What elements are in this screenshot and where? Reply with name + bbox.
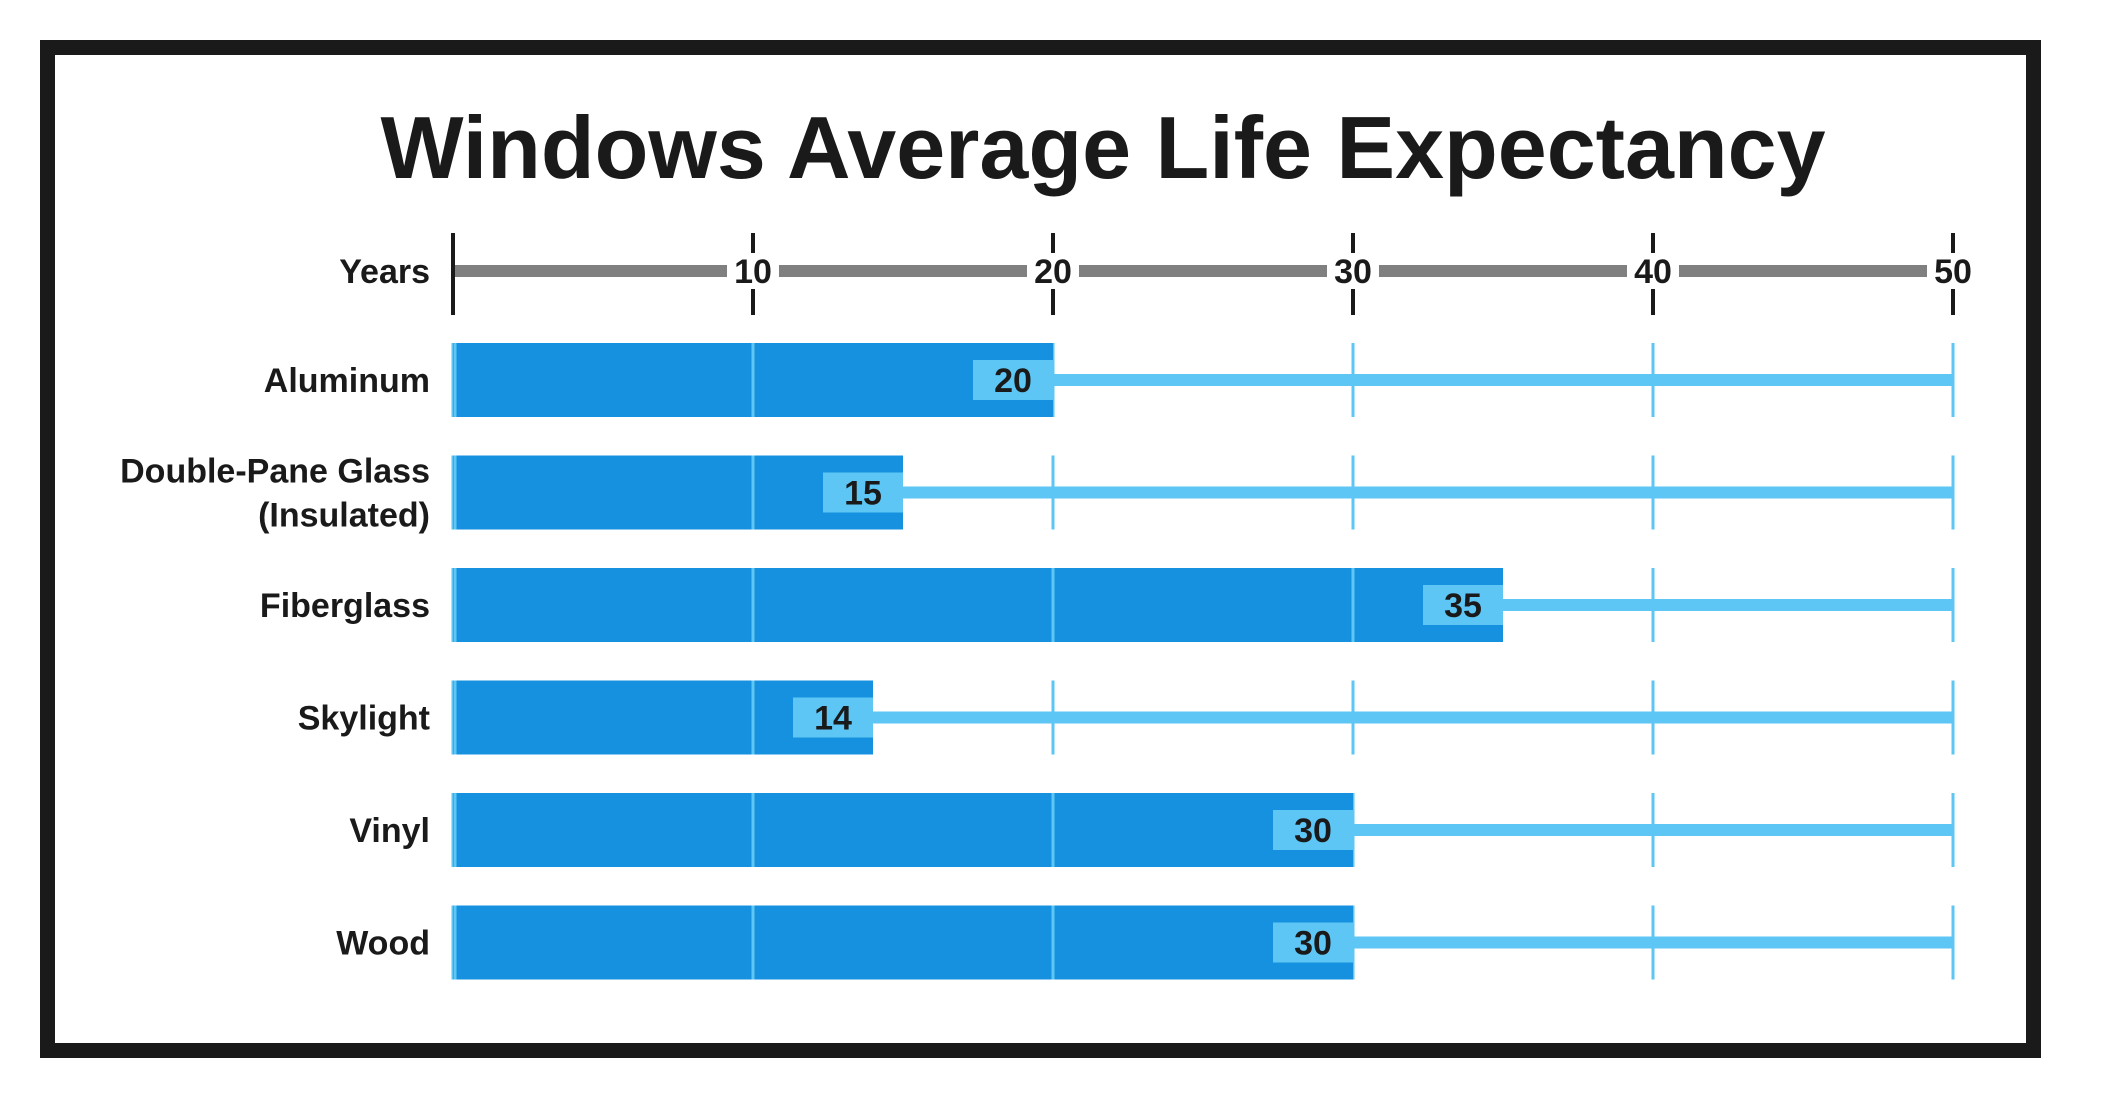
value-label-box xyxy=(1423,585,1503,625)
value-label: 30 xyxy=(1294,925,1332,963)
chart-title: Windows Average Life Expectancy xyxy=(380,98,1825,197)
axis-label: Years xyxy=(339,253,430,291)
value-label: 15 xyxy=(844,475,882,513)
category-label: Wood xyxy=(336,925,430,963)
axis-tick-label: 30 xyxy=(1334,253,1372,291)
bar-row: 35 Fiberglass xyxy=(260,568,1955,642)
chart-frame xyxy=(40,40,2041,1058)
value-label: 20 xyxy=(994,362,1032,400)
value-label-box xyxy=(973,360,1053,400)
axis-tick-label: 40 xyxy=(1634,253,1672,291)
category-label: Aluminum xyxy=(264,362,430,400)
x-axis: 10 20 30 40 50 Years xyxy=(339,233,1972,315)
value-label: 30 xyxy=(1294,812,1332,850)
bar-rows: 20 Aluminum 15 Double-Pane Glass (Insulated)… xyxy=(120,343,1955,980)
bar xyxy=(453,568,1503,642)
value-label-box xyxy=(823,472,903,513)
bar-row: 20 Aluminum xyxy=(264,343,1955,417)
category-label: Double-Pane Glass xyxy=(120,453,430,491)
bar xyxy=(453,905,1353,980)
value-label: 14 xyxy=(814,700,852,738)
bar-row: 15 Double-Pane Glass (Insulated) xyxy=(120,453,1955,535)
bar-row: 14 Skylight xyxy=(298,680,1955,755)
category-label: Fiberglass xyxy=(260,587,430,625)
value-label-box xyxy=(1273,922,1353,963)
value-label-box xyxy=(793,697,873,738)
bar-row: 30 Wood xyxy=(336,905,1955,980)
value-label-box xyxy=(1273,810,1353,850)
axis-tick-label: 10 xyxy=(734,253,772,291)
category-label: Skylight xyxy=(298,700,430,738)
category-label: Vinyl xyxy=(349,812,430,850)
axis-tick-label: 20 xyxy=(1034,253,1072,291)
bar-row: 30 Vinyl xyxy=(349,793,1955,867)
value-label: 35 xyxy=(1444,587,1482,625)
bar xyxy=(453,793,1353,867)
category-label: (Insulated) xyxy=(258,497,430,535)
axis-tick-label: 50 xyxy=(1934,253,1972,291)
